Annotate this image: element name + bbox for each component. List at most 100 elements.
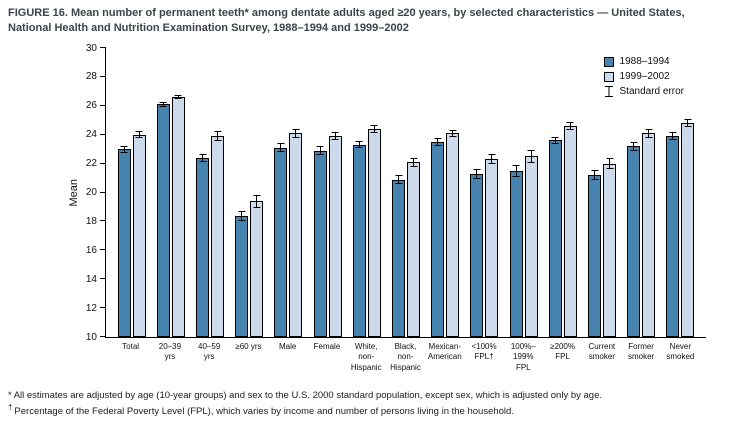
bar-1999-2002 bbox=[211, 136, 224, 337]
bar-group bbox=[465, 48, 504, 337]
bar-1988-1994 bbox=[117, 149, 131, 337]
y-tick: 16 bbox=[86, 245, 106, 256]
bar-column bbox=[665, 48, 680, 337]
bar-1988-1994 bbox=[627, 146, 641, 337]
y-tick: 20 bbox=[86, 187, 106, 198]
y-axis-title: Mean bbox=[66, 48, 82, 338]
x-axis-label: 100%– 199% FPL bbox=[510, 342, 536, 372]
error-bar bbox=[174, 94, 182, 100]
bar-group bbox=[347, 48, 386, 337]
bar-column bbox=[234, 48, 249, 337]
bar-column bbox=[210, 48, 225, 337]
bar-column bbox=[313, 48, 328, 337]
bar-column bbox=[406, 48, 421, 337]
bar-group bbox=[543, 48, 582, 337]
bar-column bbox=[445, 48, 460, 337]
y-tick-label: 16 bbox=[85, 244, 97, 256]
footnote-1-text: All estimates are adjusted by age (10-ye… bbox=[13, 390, 602, 401]
bar-1999-2002 bbox=[681, 123, 695, 337]
bar-column bbox=[156, 48, 171, 337]
error-bar-icon bbox=[604, 86, 613, 97]
error-bar bbox=[566, 121, 574, 131]
bar-group bbox=[386, 48, 425, 337]
bar-1988-1994 bbox=[274, 147, 288, 337]
error-bar bbox=[370, 125, 378, 133]
footnotes: * All estimates are adjusted by age (10-y… bbox=[8, 389, 724, 419]
bar-1988-1994 bbox=[666, 136, 680, 337]
legend-label: 1988–1994 bbox=[619, 56, 670, 67]
bar-column bbox=[171, 48, 186, 337]
y-tick: 14 bbox=[86, 274, 106, 285]
bars-layer bbox=[106, 48, 706, 337]
error-bar bbox=[355, 141, 363, 149]
bar-column bbox=[352, 48, 367, 337]
bar-column bbox=[524, 48, 539, 337]
error-bar bbox=[331, 131, 339, 141]
legend-label: Standard error bbox=[619, 86, 684, 97]
error-bar bbox=[527, 149, 535, 163]
bar-1999-2002 bbox=[446, 133, 460, 337]
bar-1988-1994 bbox=[392, 179, 406, 337]
bar-column bbox=[132, 48, 147, 337]
bar-1988-1994 bbox=[548, 140, 562, 337]
y-tick: 30 bbox=[86, 43, 106, 54]
error-bar bbox=[473, 168, 481, 179]
legend-swatch bbox=[603, 56, 614, 67]
error-bar bbox=[669, 131, 677, 141]
bar-group bbox=[661, 48, 700, 337]
x-axis-label: Never smoked bbox=[666, 342, 695, 362]
footnote-2-marker: † bbox=[8, 403, 13, 413]
error-bar bbox=[606, 157, 614, 170]
x-axis-label: Female bbox=[313, 342, 341, 351]
bar-1988-1994 bbox=[509, 170, 523, 337]
x-axis-label: Black, non- Hispanic bbox=[390, 342, 421, 372]
bar-1988-1994 bbox=[196, 157, 209, 337]
y-tick-label: 28 bbox=[85, 71, 97, 83]
y-tick-label: 12 bbox=[85, 302, 97, 314]
figure-title: FIGURE 16. Mean number of permanent teet… bbox=[8, 7, 685, 34]
bar-column bbox=[548, 48, 563, 337]
bar-group bbox=[269, 48, 308, 337]
bar-1999-2002 bbox=[563, 126, 577, 337]
bar-column bbox=[641, 48, 656, 337]
bar-column bbox=[509, 48, 524, 337]
y-tick-label: 26 bbox=[85, 100, 97, 112]
bar-1999-2002 bbox=[367, 128, 381, 337]
error-bar bbox=[684, 118, 692, 128]
bar-1999-2002 bbox=[328, 136, 342, 337]
bar-column bbox=[273, 48, 288, 337]
bar-1988-1994 bbox=[431, 141, 445, 337]
y-tick-label: 10 bbox=[85, 331, 97, 343]
footnote-2: † Percentage of the Federal Poverty Level… bbox=[8, 402, 724, 418]
x-axis-label: White, non- Hispanic bbox=[350, 342, 382, 372]
x-axis-labels: Total 20–39 yrs 40–59 yrs ≥60 yrs Male Female Wh… bbox=[105, 342, 706, 373]
bar-group bbox=[230, 48, 269, 337]
error-bar bbox=[434, 138, 442, 146]
legend-label: 1999–2002 bbox=[619, 71, 670, 82]
y-axis-title-text: Mean bbox=[68, 179, 80, 207]
bar-1999-2002 bbox=[132, 134, 146, 337]
bar-1988-1994 bbox=[313, 150, 327, 337]
bar-1999-2002 bbox=[250, 201, 264, 337]
bar-group bbox=[112, 48, 151, 337]
bar-group bbox=[151, 48, 190, 337]
y-tick: 22 bbox=[86, 158, 106, 169]
bar-column bbox=[602, 48, 617, 337]
bar-group bbox=[190, 48, 229, 337]
x-axis-label: Male bbox=[279, 342, 297, 351]
bar-1999-2002 bbox=[642, 133, 656, 337]
y-tick: 24 bbox=[86, 129, 106, 140]
y-tick-label: 14 bbox=[85, 273, 97, 285]
bar-1999-2002 bbox=[485, 159, 499, 337]
bar-column bbox=[288, 48, 303, 337]
error-bar bbox=[449, 129, 457, 137]
bar-column bbox=[626, 48, 641, 337]
error-bar bbox=[292, 128, 300, 138]
y-tick: 26 bbox=[86, 100, 106, 111]
bar-column bbox=[563, 48, 578, 337]
bar-column bbox=[680, 48, 695, 337]
bar-1999-2002 bbox=[289, 133, 303, 337]
y-tick-label: 22 bbox=[85, 158, 97, 170]
y-tick: 10 bbox=[86, 332, 106, 343]
error-bar bbox=[410, 157, 418, 167]
